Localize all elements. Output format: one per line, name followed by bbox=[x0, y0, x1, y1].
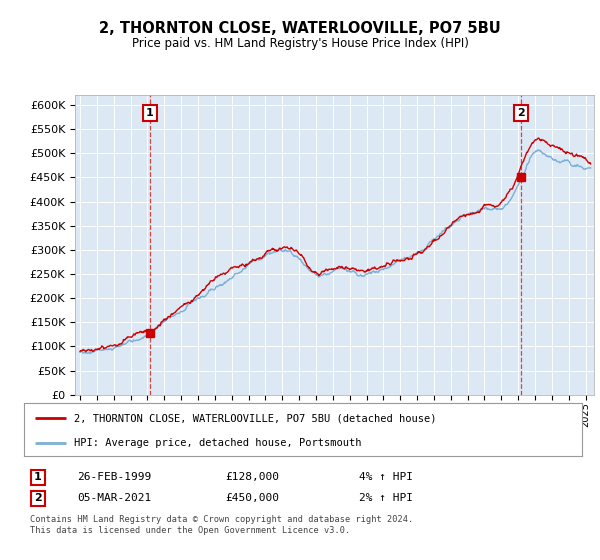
Text: 1: 1 bbox=[34, 473, 42, 482]
Text: Contains HM Land Registry data © Crown copyright and database right 2024.
This d: Contains HM Land Registry data © Crown c… bbox=[29, 515, 413, 535]
Text: 1: 1 bbox=[146, 108, 154, 118]
Text: 4% ↑ HPI: 4% ↑ HPI bbox=[359, 473, 413, 482]
Text: HPI: Average price, detached house, Portsmouth: HPI: Average price, detached house, Port… bbox=[74, 437, 362, 447]
Text: 26-FEB-1999: 26-FEB-1999 bbox=[77, 473, 151, 482]
Text: 2: 2 bbox=[517, 108, 525, 118]
Text: 2% ↑ HPI: 2% ↑ HPI bbox=[359, 493, 413, 503]
Text: £450,000: £450,000 bbox=[225, 493, 279, 503]
Text: 2, THORNTON CLOSE, WATERLOOVILLE, PO7 5BU: 2, THORNTON CLOSE, WATERLOOVILLE, PO7 5B… bbox=[99, 21, 501, 36]
Text: 05-MAR-2021: 05-MAR-2021 bbox=[77, 493, 151, 503]
Text: £128,000: £128,000 bbox=[225, 473, 279, 482]
Text: 2, THORNTON CLOSE, WATERLOOVILLE, PO7 5BU (detached house): 2, THORNTON CLOSE, WATERLOOVILLE, PO7 5B… bbox=[74, 413, 437, 423]
Text: 2: 2 bbox=[34, 493, 42, 503]
Text: Price paid vs. HM Land Registry's House Price Index (HPI): Price paid vs. HM Land Registry's House … bbox=[131, 37, 469, 50]
